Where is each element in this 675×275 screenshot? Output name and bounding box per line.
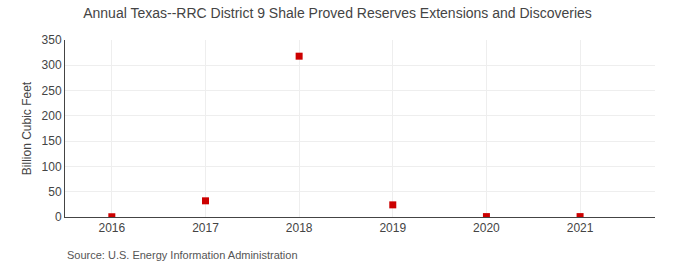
svg-text:2020: 2020 [473, 221, 500, 235]
svg-text:0: 0 [55, 210, 62, 224]
svg-text:2019: 2019 [379, 221, 406, 235]
svg-text:350: 350 [42, 33, 62, 47]
svg-text:Source: U.S. Energy Informatio: Source: U.S. Energy Information Administ… [67, 249, 298, 261]
svg-text:300: 300 [42, 58, 62, 72]
svg-text:2016: 2016 [98, 221, 125, 235]
svg-text:Annual Texas--RRC District 9 S: Annual Texas--RRC District 9 Shale Prove… [83, 5, 592, 21]
svg-text:Billion Cubic Feet: Billion Cubic Feet [20, 81, 34, 175]
svg-text:100: 100 [42, 160, 62, 174]
svg-text:200: 200 [42, 109, 62, 123]
svg-text:2018: 2018 [286, 221, 313, 235]
svg-text:2021: 2021 [567, 221, 594, 235]
svg-text:50: 50 [48, 185, 62, 199]
svg-text:2017: 2017 [192, 221, 219, 235]
svg-text:150: 150 [42, 134, 62, 148]
svg-text:250: 250 [42, 84, 62, 98]
